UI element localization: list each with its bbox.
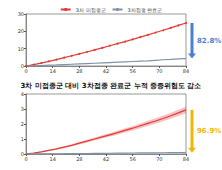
svg-text:84: 84	[183, 68, 189, 74]
svg-text:70: 70	[156, 156, 162, 162]
svg-text:10: 10	[18, 46, 24, 52]
svg-text:3차 미접종군: 3차 미접종군	[76, 7, 106, 13]
svg-text:28: 28	[76, 156, 82, 162]
svg-text:42: 42	[103, 68, 109, 74]
svg-text:42: 42	[103, 156, 109, 162]
svg-text:28: 28	[76, 68, 82, 74]
svg-text:56: 56	[129, 156, 135, 162]
svg-text:20: 20	[18, 28, 24, 34]
svg-text:82.8%: 82.8%	[197, 37, 221, 45]
svg-text:4: 4	[21, 91, 24, 97]
svg-text:0: 0	[24, 156, 27, 162]
svg-text:1: 1	[21, 136, 24, 142]
svg-text:14: 14	[49, 68, 55, 74]
svg-text:0: 0	[20, 151, 24, 157]
svg-text:3: 3	[21, 106, 24, 112]
svg-text:84: 84	[183, 156, 189, 162]
svg-text:14: 14	[49, 156, 55, 162]
svg-text:2: 2	[21, 121, 24, 127]
svg-text:3차접종 완료군: 3차접종 완료군	[128, 7, 163, 13]
svg-text:0: 0	[20, 63, 24, 69]
svg-text:70: 70	[156, 68, 162, 74]
svg-text:56: 56	[129, 68, 135, 74]
svg-text:3차 미접종군 대비 3차접종 완료군 누적 중증위험도 감: 3차 미접종군 대비 3차접종 완료군 누적 중증위험도 감소	[21, 82, 202, 90]
svg-text:96.9%: 96.9%	[197, 127, 221, 135]
svg-text:0: 0	[24, 68, 27, 74]
svg-text:30: 30	[18, 11, 24, 17]
